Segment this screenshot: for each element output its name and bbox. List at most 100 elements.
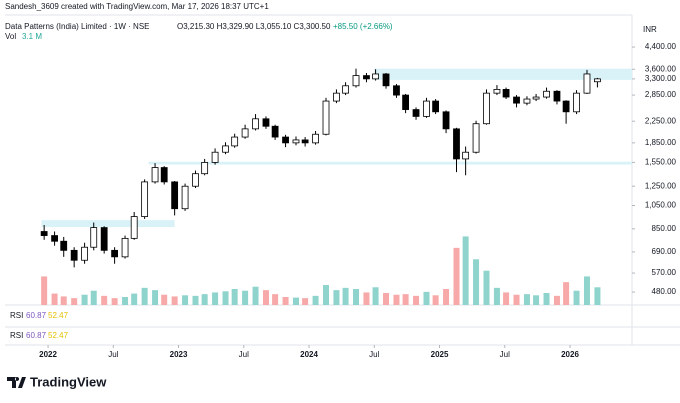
candle-body — [562, 100, 570, 113]
volume-bar — [393, 294, 400, 305]
y-tick-label: 2,250.00 — [645, 116, 677, 125]
volume-bar — [252, 286, 259, 305]
candle-body — [271, 125, 279, 138]
y-tick-label: 1,850.00 — [645, 138, 677, 147]
candle-body — [594, 78, 601, 83]
volume-bar — [513, 294, 520, 305]
candle-body — [493, 89, 501, 94]
candle-body — [462, 151, 470, 160]
rsi-ma-value: 52.47 — [48, 331, 69, 340]
volume-bar — [423, 291, 430, 305]
candle-body — [352, 75, 360, 87]
candle-body — [181, 185, 189, 210]
volume-bar — [573, 290, 580, 305]
volume-bar — [583, 276, 590, 305]
volume-bar — [141, 287, 148, 305]
x-tick-label: Jul — [369, 350, 379, 359]
x-tick-label: Jul — [239, 350, 249, 359]
volume-bar — [60, 296, 67, 305]
x-tick-label: 2023 — [170, 350, 188, 359]
candle-body — [40, 231, 48, 236]
y-tick-label: 1,550.00 — [645, 158, 677, 167]
y-tick-label: 3,300.00 — [645, 74, 677, 83]
candle-body — [141, 181, 149, 217]
volume-bar — [503, 292, 510, 305]
candle-body — [543, 90, 550, 98]
candle-body — [130, 216, 138, 239]
volume-bar — [131, 293, 138, 305]
candle-body — [553, 90, 561, 102]
volume-bar — [353, 289, 360, 305]
volume-bar — [523, 294, 530, 305]
volume-bar — [282, 297, 289, 305]
volume-bar — [182, 295, 189, 305]
rsi-value: 60.87 — [26, 331, 47, 340]
candle-body — [171, 181, 179, 210]
volume-bar — [543, 293, 550, 305]
volume-bar — [443, 289, 450, 305]
rsi-ma-value: 52.47 — [48, 311, 69, 320]
candle-body — [160, 167, 168, 183]
volume-bar — [493, 287, 500, 305]
volume-bar — [383, 293, 390, 305]
volume-bar — [122, 297, 129, 305]
candle-body — [402, 94, 410, 110]
rsi-label: RSI — [10, 331, 23, 340]
candle-body — [322, 100, 330, 135]
candle-body — [523, 98, 531, 104]
currency: INR — [643, 25, 657, 34]
candle-body — [442, 111, 450, 130]
volume-bar — [81, 294, 88, 305]
volume-bar — [111, 298, 118, 305]
symbol-title: Data Patterns (India) Limited · 1W · NSE — [5, 22, 150, 31]
volume-bar — [372, 287, 379, 305]
candle-body — [252, 118, 259, 130]
candle-body — [231, 136, 239, 147]
candle-body — [333, 92, 340, 102]
volume-bar — [231, 289, 238, 305]
zone — [148, 161, 633, 165]
volume-bar — [563, 282, 570, 305]
candle-body — [121, 237, 129, 258]
volume-bar — [533, 295, 540, 305]
volume-bar — [483, 270, 490, 305]
candle-body — [282, 136, 289, 144]
candle-body — [393, 85, 400, 96]
volume-bar — [402, 294, 409, 305]
candle-body — [372, 73, 379, 80]
volume-bar — [71, 298, 78, 305]
volume-bar — [553, 295, 560, 305]
candle-body — [262, 118, 270, 127]
candle-body — [100, 227, 108, 251]
x-tick-label: Jul — [500, 350, 510, 359]
candle-body — [222, 145, 229, 153]
rsi-value: 60.87 — [26, 311, 47, 320]
volume-bar — [51, 293, 58, 305]
brand: TradingView — [30, 374, 107, 389]
candle-body — [51, 235, 58, 242]
volume-bar — [302, 298, 309, 305]
candle-body — [301, 139, 309, 144]
y-tick-label: 1,050.00 — [645, 201, 677, 210]
volume-bar — [212, 292, 219, 305]
zone — [41, 220, 175, 228]
volume-bar — [292, 297, 299, 305]
y-tick-label: 4,400.00 — [645, 42, 677, 51]
candle-body — [453, 128, 460, 160]
x-tick-label: 2022 — [39, 350, 57, 359]
attribution: Sandesh_3609 created with TradingView.co… — [5, 2, 269, 11]
volume-bar — [272, 294, 279, 305]
candle-body — [192, 173, 199, 187]
candle-body — [201, 162, 209, 175]
candle-body — [412, 109, 420, 117]
candle-body — [532, 96, 540, 100]
y-tick-label: 690.00 — [652, 247, 677, 256]
y-tick-label: 570.00 — [652, 268, 677, 277]
volume-bar — [413, 295, 420, 305]
x-tick-label: Jul — [108, 350, 118, 359]
volume-bar — [432, 295, 439, 305]
volume-bar — [192, 295, 199, 305]
candle-body — [292, 139, 300, 144]
y-tick-label: 2,850.00 — [645, 90, 677, 99]
